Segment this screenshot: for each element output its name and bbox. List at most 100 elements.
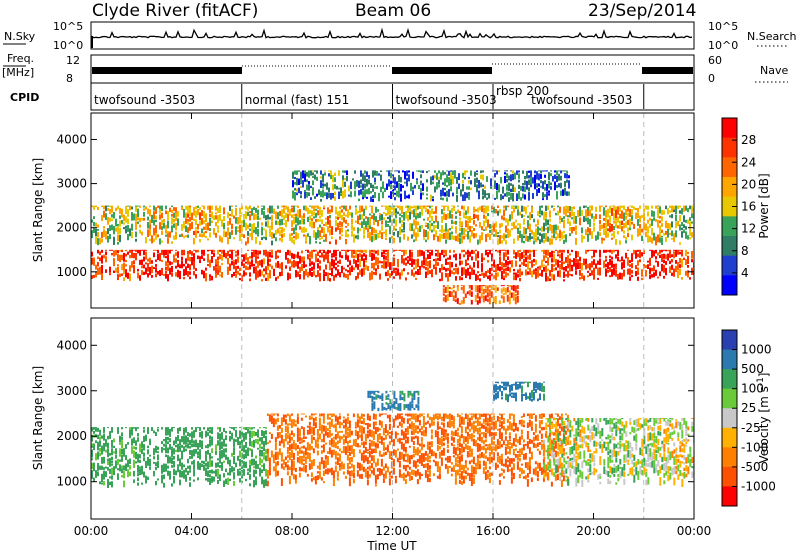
echo-cell	[251, 427, 253, 430]
echo-cell	[370, 430, 373, 438]
echo-cell	[416, 464, 419, 467]
echo-cell	[486, 444, 489, 446]
nave-label: Nave	[760, 64, 788, 77]
echo-cell	[490, 432, 493, 437]
echo-cell	[573, 418, 576, 422]
echo-cell	[448, 189, 450, 197]
echo-cell	[131, 206, 133, 210]
echo-cell	[348, 439, 351, 443]
echo-cell	[290, 430, 293, 436]
echo-cell	[95, 236, 97, 244]
echo-cell	[430, 449, 433, 457]
echo-cell	[336, 185, 338, 190]
echo-cell	[387, 394, 390, 397]
echo-cell	[559, 221, 561, 224]
echo-cell	[501, 223, 503, 227]
echo-cell	[165, 427, 167, 436]
echo-cell	[356, 462, 359, 469]
echo-cell	[265, 229, 267, 237]
echo-cell	[131, 223, 133, 231]
echo-cell	[587, 263, 589, 269]
echo-cell	[502, 463, 505, 467]
echo-cell	[193, 238, 195, 245]
echo-cell	[344, 435, 347, 444]
echo-cell	[271, 265, 273, 270]
echo-cell	[257, 205, 259, 208]
echo-cell	[395, 205, 397, 207]
echo-cell	[683, 454, 686, 460]
echo-cell	[579, 418, 582, 419]
echo-cell	[481, 232, 483, 241]
echo-cell	[418, 449, 421, 454]
echo-cell	[466, 192, 468, 199]
echo-cell	[659, 431, 662, 436]
echo-cell	[356, 419, 359, 428]
echo-cell	[621, 428, 624, 431]
echo-cell	[387, 403, 390, 409]
echo-cell	[251, 441, 253, 447]
echo-cell	[427, 249, 429, 253]
echo-cell	[229, 263, 231, 271]
echo-cell	[235, 273, 237, 278]
echo-cell	[553, 254, 555, 263]
echo-cell	[420, 437, 423, 442]
echo-cell	[478, 179, 480, 189]
echo-cell	[556, 464, 559, 473]
echo-cell	[619, 449, 622, 453]
echo-cell	[561, 231, 563, 240]
echo-cell	[538, 414, 541, 419]
echo-cell	[153, 470, 155, 475]
echo-cell	[263, 268, 265, 272]
echo-cell	[387, 270, 389, 276]
echo-cell	[298, 170, 300, 172]
echo-cell	[127, 459, 129, 468]
echo-cell	[504, 436, 507, 441]
echo-cell	[143, 429, 145, 433]
echo-cell	[370, 448, 373, 455]
echo-cell	[396, 190, 398, 197]
echo-cell	[247, 224, 249, 229]
echo-cell	[515, 205, 517, 209]
echo-cell	[681, 455, 684, 458]
echo-cell	[476, 184, 478, 193]
echo-cell	[288, 414, 291, 422]
echo-cell	[488, 452, 491, 457]
echo-cell	[276, 417, 279, 423]
echo-cell	[476, 300, 479, 305]
echo-cell	[470, 465, 473, 473]
echo-cell	[456, 438, 459, 444]
echo-cell	[530, 439, 533, 444]
echo-cell	[117, 225, 119, 234]
echo-cell	[533, 218, 535, 223]
echo-cell	[449, 249, 451, 253]
echo-cell	[181, 470, 183, 478]
echo-cell	[445, 258, 447, 265]
echo-cell	[482, 188, 484, 196]
echo-cell	[667, 419, 670, 422]
echo-cell	[405, 249, 407, 255]
echo-cell	[374, 192, 376, 198]
echo-cell	[434, 175, 436, 179]
echo-cell	[519, 211, 521, 216]
echo-cell	[237, 251, 239, 256]
echo-cell	[441, 205, 443, 207]
echo-cell	[334, 461, 337, 465]
echo-cell	[221, 272, 223, 278]
echo-cell	[149, 209, 151, 217]
echo-cell	[444, 178, 446, 186]
echo-cell	[171, 205, 173, 207]
echo-cell	[497, 381, 499, 384]
echo-cell	[557, 210, 559, 216]
echo-cell	[407, 214, 409, 222]
echo-cell	[227, 456, 229, 465]
echo-cell	[286, 471, 289, 476]
echo-cell	[211, 205, 213, 210]
echo-cell	[553, 424, 556, 428]
echo-cell	[161, 212, 163, 219]
echo-cell	[375, 250, 377, 254]
echo-cell	[476, 428, 479, 435]
colorbar-tick-label: 4	[741, 266, 749, 280]
echo-cell	[689, 458, 692, 467]
echo-cell	[139, 205, 141, 208]
echo-cell	[346, 426, 349, 432]
